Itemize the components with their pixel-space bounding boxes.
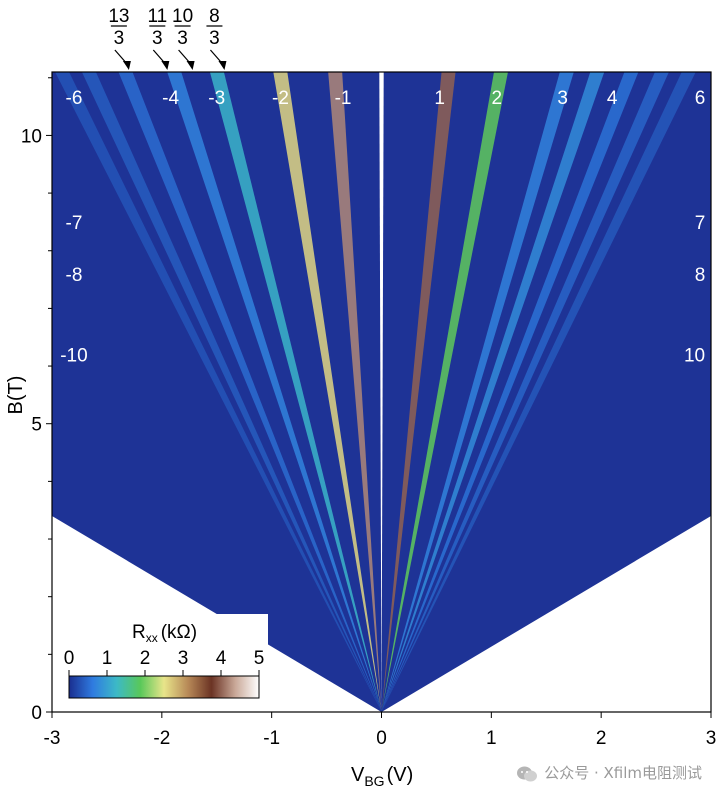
fan-line [167, 72, 382, 712]
fan-line [55, 72, 382, 712]
colorbar-gradient [68, 675, 260, 699]
filling-factor-label: -1 [335, 88, 352, 109]
filling-factor-label: 1 [434, 88, 445, 109]
colorbar-ticks: 0 1 2 3 4 5 [64, 648, 265, 676]
fan-lines [55, 72, 696, 712]
filling-factor-labels-side: -7 -8 -10 7 8 10 [60, 213, 705, 367]
colorbar-tick-label: 0 [64, 648, 75, 669]
x-tick-label: -3 [44, 728, 61, 749]
y-axis-ticks: 0 5 10 [21, 77, 52, 724]
dirac-peak-region [379, 72, 384, 712]
colorbar-tick-label: 5 [254, 648, 265, 669]
fraction-denominator: 3 [209, 28, 220, 49]
x-axis-ticks: -3 -2 -1 0 1 2 3 [44, 712, 717, 749]
filling-factor-labels-top: -6 -4 -3 -2 -1 1 2 3 4 6 [66, 88, 706, 109]
filling-factor-label: -6 [66, 88, 83, 109]
fan-line [381, 72, 605, 712]
filling-factor-label: 6 [695, 88, 706, 109]
wechat-icon [517, 766, 538, 781]
y-tick-label: 5 [31, 415, 42, 436]
fan-line [381, 72, 669, 712]
fan-line [381, 72, 574, 712]
filling-factor-label: -4 [162, 88, 179, 109]
fan-line [81, 72, 382, 712]
fraction-denominator: 3 [114, 28, 125, 49]
filling-factor-label: -8 [66, 265, 83, 286]
fan-line [381, 72, 508, 712]
x-tick-label: 2 [596, 728, 607, 749]
x-tick-label: -2 [153, 728, 170, 749]
filling-factor-label: 4 [607, 88, 618, 109]
filling-factor-label: 3 [557, 88, 568, 109]
filling-factor-label: 7 [695, 213, 706, 234]
fraction-arrowhead [186, 61, 195, 70]
fan-line [381, 72, 456, 712]
x-tick-label: -1 [263, 728, 280, 749]
colorbar-tick-label: 4 [216, 648, 227, 669]
x-tick-label: 3 [706, 728, 717, 749]
filling-factor-label: 10 [684, 346, 705, 367]
y-tick-label: 10 [21, 126, 42, 147]
y-tick-label: 0 [31, 703, 42, 724]
filling-factor-label: -10 [60, 346, 87, 367]
fan-line [328, 72, 382, 712]
x-tick-label: 1 [486, 728, 497, 749]
fan-line [381, 72, 639, 712]
colorbar: Rxx (kΩ) 0 1 2 3 4 5 [56, 614, 268, 706]
fan-line [118, 72, 382, 712]
fraction-denominator: 3 [152, 28, 163, 49]
colorbar-tick-label: 3 [178, 648, 189, 669]
fan-line [209, 72, 382, 712]
filling-factor-label: -7 [66, 213, 83, 234]
filling-factor-label: -2 [272, 88, 289, 109]
plot-area [52, 72, 711, 712]
x-tick-label: 0 [376, 728, 387, 749]
fraction-denominator: 3 [177, 28, 188, 49]
colorbar-tick-label: 1 [102, 648, 113, 669]
fraction-numerator: 8 [209, 6, 220, 27]
colorbar-label: Rxx (kΩ) [132, 622, 197, 645]
filling-factor-label: -3 [208, 88, 225, 109]
fraction-numerator: 10 [172, 6, 193, 27]
fraction-numerator: 13 [108, 6, 129, 27]
filling-factor-label: 2 [492, 88, 503, 109]
fraction-arrowhead [218, 61, 227, 70]
fraction-arrowhead [161, 61, 170, 70]
fraction-arrowhead [122, 61, 131, 70]
watermark-text: 公众号 · Xfilm电阻测试 [544, 764, 702, 782]
fan-line [381, 72, 696, 712]
fan-line [273, 72, 382, 712]
colorbar-tick-label: 2 [140, 648, 151, 669]
filling-factor-label: 8 [695, 265, 706, 286]
watermark: 公众号 · Xfilm电阻测试 [516, 762, 702, 783]
fraction-numerator: 11 [147, 6, 167, 27]
x-axis-label: VBG (V) [351, 764, 413, 789]
y-axis-label: B(T) [5, 376, 27, 415]
